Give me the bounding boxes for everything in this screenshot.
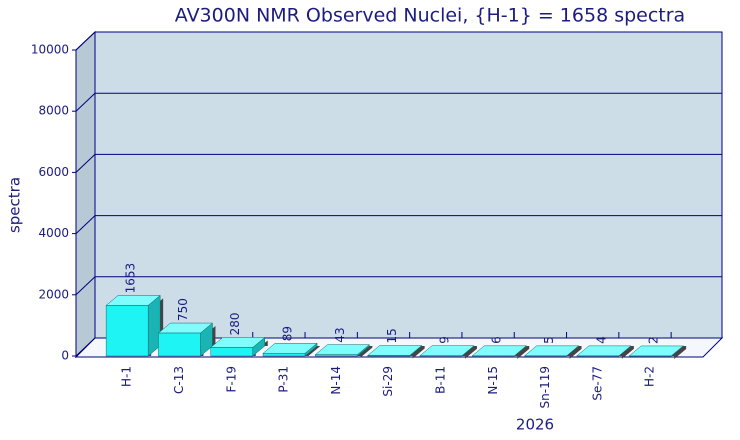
y-tick-label: 2000 — [38, 287, 69, 301]
value-label: 2 — [647, 336, 661, 344]
bar — [523, 345, 582, 359]
y-tick-label: 4000 — [38, 226, 69, 240]
grid-line-side — [75, 215, 96, 234]
bar-front — [262, 353, 306, 357]
value-label: 750 — [176, 298, 190, 321]
y-tick-label: 6000 — [38, 165, 69, 179]
bar-shadow — [461, 346, 477, 359]
grid-line-side — [75, 276, 96, 296]
value-label: 4 — [594, 336, 608, 344]
grid-line-side — [75, 154, 96, 173]
bar — [314, 344, 373, 358]
x-tick-label: N-15 — [486, 366, 500, 395]
bar — [628, 345, 687, 359]
x-tick-label: N-14 — [329, 366, 343, 395]
x-tick-label: C-13 — [172, 366, 186, 394]
back-wall — [94, 31, 723, 339]
bar — [419, 345, 477, 359]
x-tick-label: P-31 — [277, 366, 291, 393]
x-tick-label: Se-77 — [590, 366, 604, 401]
bar-shadow — [671, 346, 687, 359]
value-label: 9 — [437, 336, 451, 344]
grid-line-side — [75, 92, 96, 112]
value-label: 280 — [228, 313, 242, 336]
x-tick-label: H-2 — [643, 366, 657, 387]
value-label: 89 — [281, 326, 295, 341]
bar-shadow — [566, 346, 582, 359]
y-tick-label: 0 — [61, 349, 69, 363]
y-axis-label: spectra — [6, 177, 24, 233]
value-label: 1653 — [124, 263, 138, 294]
x-tick-label: Sn-119 — [538, 366, 552, 408]
side-wall — [75, 30, 96, 359]
value-label: 5 — [542, 336, 556, 344]
bar — [366, 345, 425, 359]
x-axis-label: 2026 — [516, 416, 554, 434]
grid-line-side — [75, 337, 96, 357]
bar — [157, 322, 216, 357]
bar — [576, 345, 634, 359]
bar — [471, 345, 530, 359]
x-tick-label: Si-29 — [381, 366, 395, 397]
x-tick-label: F-19 — [224, 366, 238, 393]
value-label: 15 — [385, 328, 399, 343]
grid-line-side — [75, 31, 96, 51]
bar-shadow — [514, 346, 530, 359]
bar-shadow — [305, 346, 321, 357]
bar-front — [105, 305, 149, 357]
bar-shadow — [357, 346, 373, 358]
chart-title: AV300N NMR Observed Nuclei, {H-1} = 1658… — [175, 5, 685, 27]
bar-front — [210, 347, 253, 357]
x-tick-label: H-1 — [120, 366, 134, 387]
y-tick-label: 10000 — [31, 43, 69, 57]
bar — [210, 336, 268, 357]
bar — [262, 342, 321, 357]
x-tick-label: B-11 — [433, 366, 447, 394]
bar-front — [158, 332, 201, 357]
bar-shadow — [409, 346, 425, 359]
bar-shadow — [618, 346, 634, 359]
value-label: 43 — [333, 327, 347, 342]
value-label: 6 — [490, 336, 504, 344]
bar-front — [315, 354, 358, 357]
bar — [105, 294, 164, 357]
y-tick-label: 8000 — [38, 104, 69, 118]
